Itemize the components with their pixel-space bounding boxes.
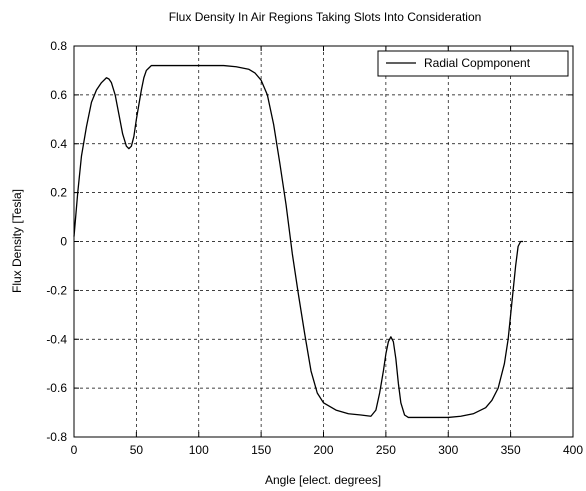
x-axis-ticks: 0 50 100 150 200 250 300 350 400 [71, 46, 583, 457]
x-tick-label: 300 [438, 443, 458, 457]
chart-title: Flux Density In Air Regions Taking Slots… [169, 10, 482, 24]
series-group [73, 64, 524, 419]
y-axis-label: Flux Density [Tesla] [10, 189, 24, 293]
x-tick-label: 400 [563, 443, 583, 457]
y-tick-label: -0.8 [46, 430, 67, 444]
x-tick-label: 150 [251, 443, 271, 457]
grid-lines [74, 46, 573, 437]
x-tick-label: 50 [130, 443, 144, 457]
x-tick-label: 250 [376, 443, 396, 457]
x-tick-label: 100 [189, 443, 209, 457]
x-tick-label: 0 [71, 443, 78, 457]
x-tick-label: 200 [313, 443, 333, 457]
y-tick-label: -0.4 [46, 332, 67, 346]
y-tick-label: 0 [60, 235, 67, 249]
y-tick-label: -0.6 [46, 381, 67, 395]
x-tick-label: 350 [501, 443, 521, 457]
y-tick-label: -0.2 [46, 283, 67, 297]
legend: Radial Copmponent [377, 50, 569, 77]
series-line-radial-component [73, 64, 524, 419]
y-axis-ticks: -0.8 -0.6 -0.4 -0.2 0 0.2 0.4 0.6 0.8 [46, 39, 573, 444]
y-tick-label: 0.6 [50, 88, 67, 102]
y-tick-label: 0.2 [50, 186, 67, 200]
y-tick-label: 0.8 [50, 39, 67, 53]
legend-label: Radial Copmponent [424, 56, 531, 70]
y-tick-label: 0.4 [50, 137, 67, 151]
x-axis-label: Angle [elect. degrees] [265, 473, 381, 487]
